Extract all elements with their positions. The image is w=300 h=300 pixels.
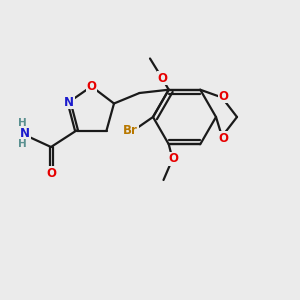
Text: O: O <box>86 80 97 93</box>
Text: O: O <box>46 167 56 180</box>
Text: H: H <box>18 118 27 128</box>
Text: H: H <box>18 139 27 149</box>
Text: O: O <box>158 71 168 85</box>
Text: Br: Br <box>123 124 138 137</box>
Text: O: O <box>168 152 178 166</box>
Text: O: O <box>218 131 229 145</box>
Text: N: N <box>64 95 74 109</box>
Text: N: N <box>20 127 30 140</box>
Text: O: O <box>218 89 229 103</box>
